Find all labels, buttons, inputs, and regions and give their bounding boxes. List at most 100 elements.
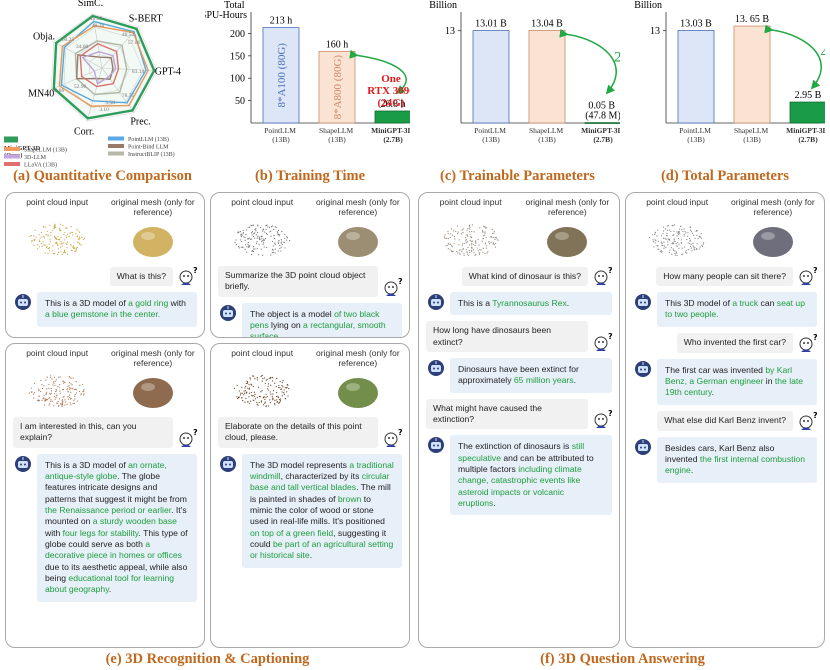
bubble: This is a 3D model of an ornate, antique…	[37, 453, 197, 602]
bar	[789, 101, 827, 124]
mesh-label: original mesh (only for reference)	[525, 197, 610, 217]
mesh-image	[337, 227, 378, 257]
highlight-text: a gold ring	[128, 298, 169, 308]
point-cloud-image	[29, 223, 86, 256]
image-block: original mesh (only for reference)	[314, 348, 402, 413]
user-icon: ?	[384, 277, 402, 296]
bubble: Dinosaurs have been extinct for approxim…	[450, 358, 612, 393]
image-block: original mesh (only for reference)	[729, 197, 817, 262]
message-text: with	[45, 527, 63, 538]
message-text: in	[763, 376, 775, 387]
radar-line	[52, 14, 156, 120]
caption: (f) 3D Question Answering	[540, 651, 705, 667]
y-tick-label: 13	[445, 26, 455, 37]
value-annotation: 3.50	[105, 100, 115, 106]
x-tick-label: ShapeLLM (13B)	[734, 126, 770, 144]
message-text: Who invented the first car?	[683, 337, 786, 348]
highlight-text: still speculative	[458, 441, 585, 463]
chat-card: point cloud input original mesh (only for…	[5, 343, 205, 648]
message-text: , suggesting it could	[250, 527, 387, 550]
caption: (c) Trainable Parameters	[440, 168, 595, 184]
axis-label: SimC.	[78, 0, 103, 9]
point-cloud-image	[234, 224, 291, 256]
message-text: Dinosaurs have been extinct for approxim…	[458, 364, 579, 386]
x-tick-label: PointLLM (13B)	[679, 126, 713, 144]
image-block: point cloud input	[13, 348, 101, 413]
message-text: and can be attributed to multiple factor…	[458, 452, 594, 475]
highlight-text: by Karl Benz, a German engineer	[665, 364, 793, 387]
bubble: Besides cars, Karl Benz also invented th…	[657, 436, 817, 483]
value-annotation: 83.14	[132, 69, 145, 75]
mesh-image	[132, 227, 173, 257]
bar	[262, 27, 300, 124]
value-annotation: 60.86	[52, 88, 65, 94]
message-text: .	[108, 584, 112, 595]
radar-panel: SimC. S-BERT GPT-4 Prec. Corr. MN40 Obja. 41.39…	[0, 0, 205, 169]
bubble: The object is a model of two black pens …	[242, 302, 402, 337]
messages: What is this?? This is a 3D model of a go…	[13, 266, 197, 327]
mesh-label: original mesh (only for reference)	[316, 348, 400, 368]
bubble: This 3D model of a truck can seat up to …	[657, 292, 817, 327]
bar-panel: Total GPU-Hours 50 100 150 200 213 h PointLLM …	[199, 0, 427, 168]
image-block: original mesh (only for reference)	[314, 197, 402, 262]
user-icon: ?	[384, 428, 402, 447]
bubble: What might have caused the extinction?	[426, 398, 588, 430]
point-cloud-image	[443, 224, 499, 257]
ratio-arrow	[349, 49, 407, 95]
message-text: This 3D model of	[665, 298, 733, 308]
message-text: to mimic the color of wood or stone used…	[250, 493, 385, 527]
chat-card: point cloud input original mesh (only for…	[418, 192, 620, 648]
highlight-text: educational tool for learning about geog…	[45, 573, 175, 595]
legend-swatch	[4, 154, 20, 159]
message-text: This is a	[458, 298, 493, 308]
input-label: point cloud input	[26, 197, 89, 207]
bot-message: The 3D model represents a traditional wi…	[218, 453, 402, 568]
bot-message: This 3D model of a truck can seat up to …	[633, 292, 817, 327]
legend-label: LLaVA (13B)	[24, 162, 57, 169]
highlight-text: the first internal combustion engine	[665, 454, 805, 476]
message-text: .	[309, 550, 313, 561]
bar-panel: Billion 13 13.03 B PointLLM (13B) 13. 65 B Sh…	[620, 0, 830, 168]
y-tick-label: 13	[650, 26, 660, 37]
user-icon: ?	[179, 428, 197, 447]
legend-swatch	[108, 136, 124, 141]
card-header: point cloud input original mesh (only for…	[13, 348, 197, 413]
bot-message: Dinosaurs have been extinct for approxim…	[426, 358, 612, 393]
bubble: How long have dinosaurs been extinct?	[426, 321, 588, 353]
chat-card: point cloud input original mesh (only for…	[625, 192, 825, 648]
radar-line	[58, 25, 149, 107]
mesh-label: original mesh (only for reference)	[316, 197, 400, 217]
user-icon: ?	[594, 409, 612, 429]
bot-message: This is a 3D model of a gold ring with a…	[13, 292, 197, 327]
legend-label: InstructBLIP (13B)	[128, 151, 175, 158]
message-text: .	[566, 298, 570, 308]
note: (24G)	[378, 97, 405, 109]
highlight-text: a sturdy wooden base	[92, 516, 177, 527]
value-label: 13.01 B	[475, 19, 507, 30]
message-text: What kind of dinosaur is this?	[468, 270, 581, 281]
bot-icon	[15, 294, 31, 310]
value-annotation: 41.39	[90, 16, 103, 22]
highlight-text: seat up to two people.	[665, 298, 805, 320]
message-text: .	[493, 498, 496, 509]
message-text: with	[168, 298, 186, 308]
message-text: This is a 3D model of	[45, 298, 129, 308]
bot-icon	[635, 360, 651, 377]
message-text: .	[573, 375, 576, 386]
value-annotation: 49.16	[92, 23, 105, 29]
bubble: How many people can sit there?	[656, 266, 793, 286]
message-text: This is a 3D model of	[45, 459, 129, 470]
message-text: lying on	[268, 320, 304, 331]
svg-text:?: ?	[398, 277, 402, 286]
chat-card: point cloud input original mesh (only for…	[5, 192, 205, 338]
chat-card: point cloud input original mesh (only for…	[210, 192, 410, 338]
value-annotation: 3.10	[99, 107, 109, 113]
user-message: I am interested in this, can you explain…	[13, 417, 197, 448]
x-tick-label: PointLLM (13B)	[474, 126, 508, 144]
point-cloud-image	[233, 374, 290, 408]
legend-swatch	[4, 136, 18, 143]
x-tick-label: PointLLM (13B)	[264, 126, 298, 144]
value-label: 2.95 B	[795, 90, 822, 101]
user-message: Who invented the first car??	[633, 333, 817, 353]
user-message: How long have dinosaurs been extinct??	[426, 321, 612, 353]
